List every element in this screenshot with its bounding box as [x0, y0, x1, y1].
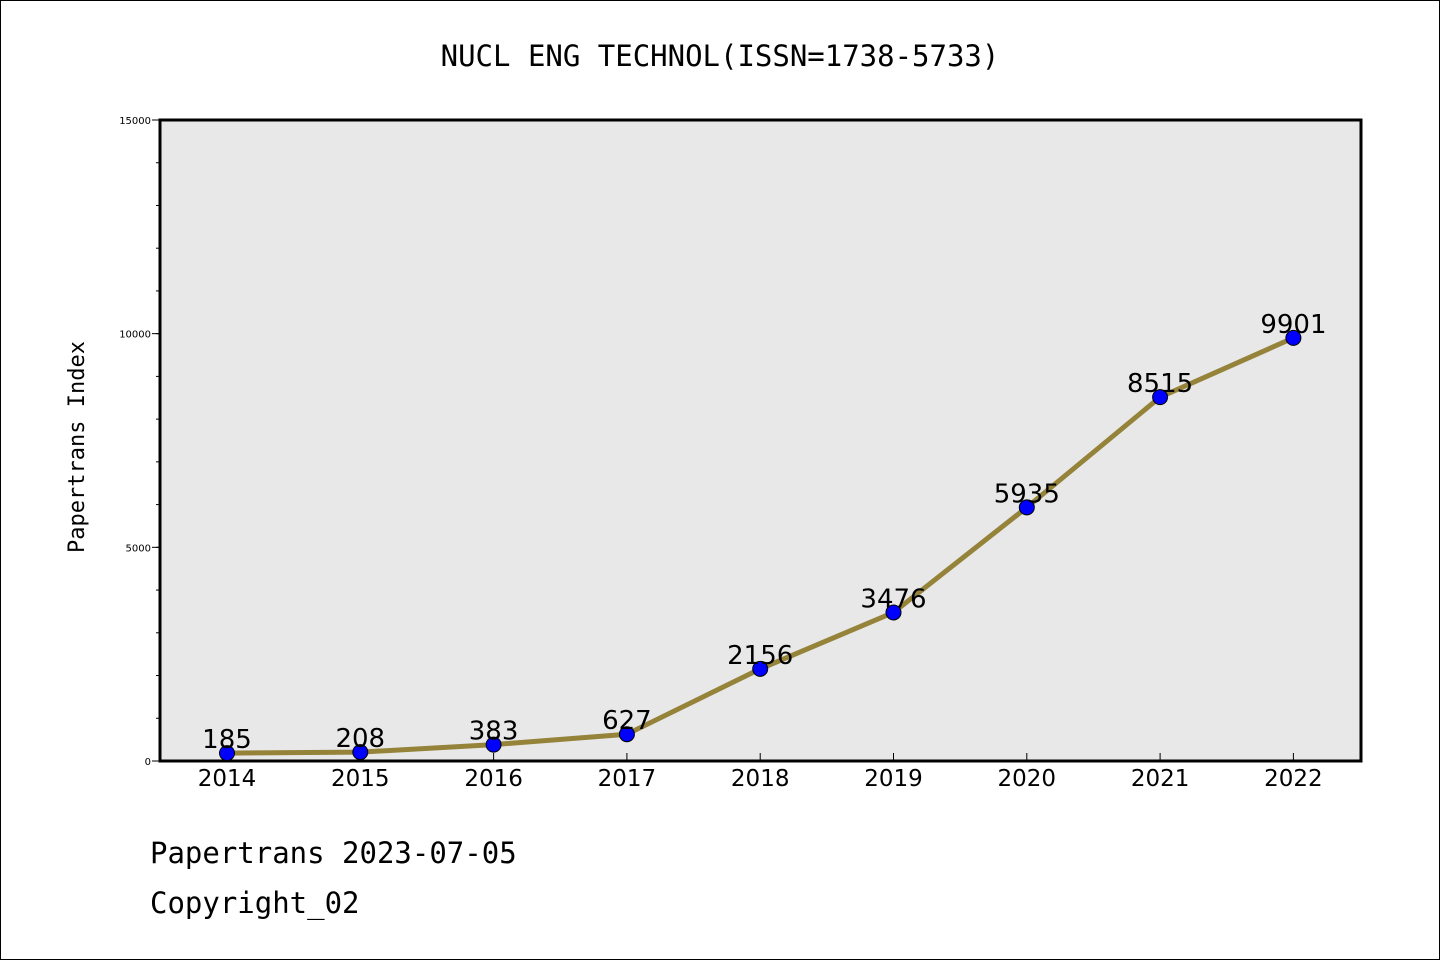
x-tick-label: 2019: [864, 766, 923, 792]
footer-copyright: Copyright_02: [150, 886, 360, 920]
x-tick-label: 2020: [998, 766, 1057, 792]
data-point: [752, 660, 769, 677]
footer-date: Papertrans 2023-07-05: [150, 836, 517, 870]
x-axis: 2014 2015 2016 2017 2018 2019 2020 2021 2022: [198, 753, 1323, 792]
x-tick-label: 2021: [1131, 766, 1190, 792]
data-label: 208: [335, 724, 385, 754]
data-label: 627: [602, 706, 652, 736]
data-label: 2156: [727, 641, 793, 671]
y-tick-label: 5000: [126, 543, 151, 554]
x-tick-label: 2015: [331, 766, 390, 792]
y-axis-label: Papertrans Index: [65, 341, 90, 553]
x-tick-label: 2014: [198, 766, 257, 792]
data-point: [618, 726, 635, 743]
data-label: 5935: [994, 479, 1060, 509]
y-axis: 0 5000 10000 15000: [119, 116, 160, 768]
data-label: 9901: [1260, 310, 1326, 340]
data-point: [885, 604, 902, 621]
data-label: 3476: [860, 584, 926, 614]
data-label: 383: [469, 717, 519, 747]
chart-title: NUCL ENG TECHNOL(ISSN=1738-5733): [441, 39, 1000, 73]
x-tick-label: 2022: [1264, 766, 1323, 792]
y-tick-label: 15000: [119, 116, 151, 127]
data-point: [1018, 499, 1035, 516]
data-label: 8515: [1127, 369, 1193, 399]
series-group: 185 208 383 627 2156 3476 5935 8515 9901: [202, 310, 1326, 762]
data-point: [1285, 329, 1302, 346]
data-point: [485, 736, 502, 753]
x-tick-label: 2018: [731, 766, 790, 792]
y-tick-label: 0: [145, 757, 151, 768]
data-point: [219, 745, 235, 762]
data-label: 185: [202, 725, 252, 755]
plot-area: [158, 118, 1363, 763]
y-tick-label: 10000: [119, 330, 151, 341]
x-tick-label: 2016: [464, 766, 523, 792]
x-tick-label: 2017: [598, 766, 657, 792]
data-point: [352, 744, 369, 761]
data-point: [1152, 389, 1169, 406]
